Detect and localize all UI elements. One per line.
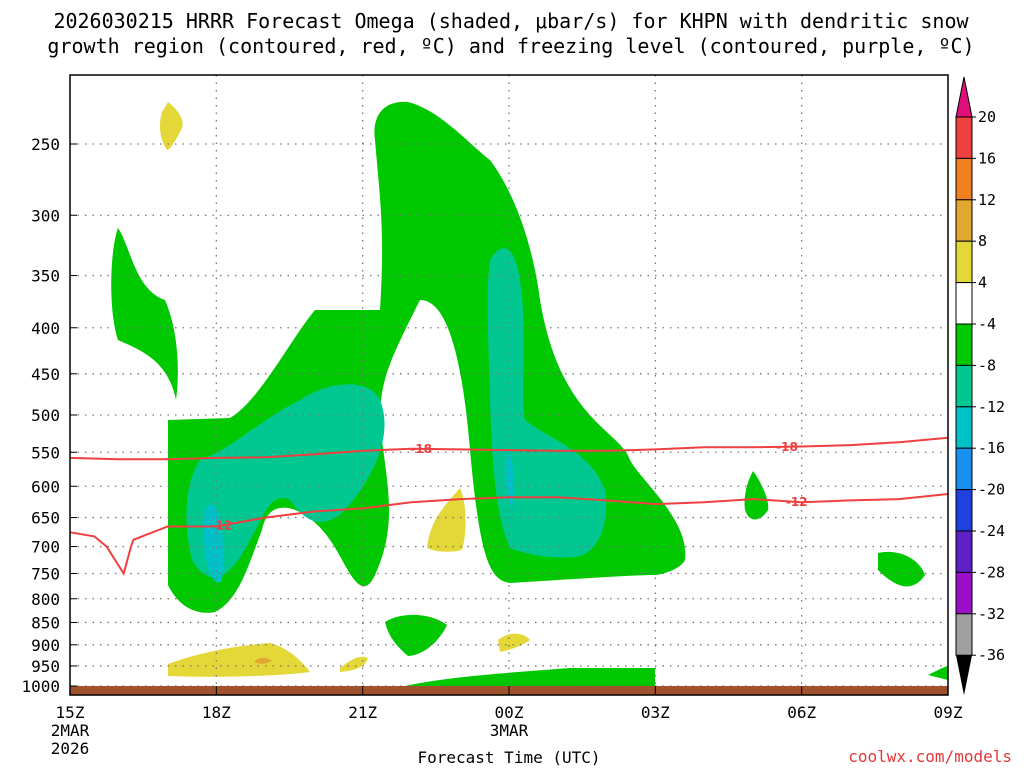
omega-region-teal-right: [487, 248, 607, 558]
colorbar-tick-label--12: -12: [978, 398, 1005, 416]
colorbar-bin-3: [955, 240, 973, 284]
y-tick-label-600: 600: [31, 477, 60, 496]
colorbar-tick-label-16: 16: [978, 149, 996, 167]
contour-label-12-left: -12: [210, 519, 232, 533]
x-tick-label-06Z: 06Z: [787, 703, 816, 722]
x-tick-label-03Z: 03Z: [641, 703, 670, 722]
contour-label-18-left: -18: [410, 442, 432, 456]
colorbar-tick-label--8: -8: [978, 356, 996, 374]
y-tick-label-400: 400: [31, 319, 60, 338]
y-tick-label-750: 750: [31, 565, 60, 584]
omega-region-yellow-sfc: [168, 643, 310, 677]
omega-region-yellow-mid: [427, 488, 466, 552]
colorbar-tick-label-12: 12: [978, 191, 996, 209]
y-tick-label-800: 800: [31, 590, 60, 609]
colorbar-tick-label--4: -4: [978, 315, 996, 333]
omega-region-green-far-right: [878, 551, 925, 587]
omega-region-green-mid: [385, 614, 447, 656]
plot-area: -18 -18 -12 -12: [69, 74, 949, 696]
x-tick-sublabel-2026: 2026: [51, 739, 90, 758]
omega-region-green-left: [111, 228, 178, 400]
omega-region-green-sfc: [405, 668, 655, 686]
y-tick-label-300: 300: [31, 206, 60, 225]
x-tick-label-15Z: 15Z: [56, 703, 85, 722]
omega-region-green-sfc-right: [928, 666, 948, 680]
credit-link[interactable]: coolwx.com/models: [848, 747, 1012, 766]
y-tick-label-550: 550: [31, 443, 60, 462]
y-tick-label-500: 500: [31, 406, 60, 425]
omega-region-green-0530: [744, 471, 769, 520]
colorbar-tick-label--32: -32: [978, 605, 1005, 623]
colorbar-bin-7: [955, 406, 973, 449]
chart-title-line2: growth region (contoured, red, ºC) and f…: [47, 34, 974, 58]
colorbar-tick-label-20: 20: [978, 108, 996, 126]
y-tick-label-1000: 1000: [21, 677, 60, 696]
colorbar-bin-5: [955, 323, 973, 366]
omega-region-orange-sfc: [254, 657, 272, 664]
y-tick-label-250: 250: [31, 135, 60, 154]
colorbar-bin-0: [955, 116, 973, 159]
contours: [69, 436, 949, 576]
contour-line-12: [69, 493, 949, 576]
colorbar-bin-4: [955, 282, 973, 325]
x-tick-sublabel-2MAR: 2MAR: [51, 721, 90, 740]
colorbar-tick-label--24: -24: [978, 522, 1005, 540]
y-axis: 250 300 350 400 450 500 550 600 650 700 750 800 850 9…: [21, 135, 77, 696]
omega-region-yellow-top: [159, 102, 183, 150]
y-tick-label-700: 700: [31, 538, 60, 557]
y-tick-label-450: 450: [31, 365, 60, 384]
x-tick-label-09Z: 09Z: [934, 703, 963, 722]
colorbar: 20 16 12 8 4 -4 -8 -12 -16 -20 -24 -28 -32 -36: [955, 76, 1005, 696]
y-tick-label-900: 900: [31, 636, 60, 655]
contour-label-12-right: -12: [786, 495, 808, 509]
colorbar-tick-label-4: 4: [978, 274, 987, 292]
colorbar-tick-label--36: -36: [978, 646, 1005, 664]
colorbar-tick-label--20: -20: [978, 481, 1005, 499]
contour-line-18: [69, 436, 949, 461]
colorbar-bin-2: [955, 199, 973, 242]
x-tick-sublabel-3MAR: 3MAR: [490, 721, 529, 740]
colorbar-bin-11: [955, 571, 973, 615]
colorbar-bin-10: [955, 530, 973, 573]
omega-region-yellow-sfc2: [340, 656, 368, 672]
x-axis-label: Forecast Time (UTC): [417, 748, 600, 767]
colorbar-bin-9: [955, 489, 973, 532]
omega-shading: [111, 101, 948, 686]
y-tick-label-950: 950: [31, 657, 60, 676]
y-tick-label-350: 350: [31, 267, 60, 286]
colorbar-tick-label--16: -16: [978, 439, 1005, 457]
colorbar-tick-label--28: -28: [978, 563, 1005, 581]
omega-region-yellow-small: [498, 633, 530, 652]
y-tick-label-650: 650: [31, 509, 60, 528]
contour-label-18-right: -18: [776, 440, 798, 454]
colorbar-bottom-arrow: [956, 655, 972, 696]
x-tick-label-21Z: 21Z: [348, 703, 377, 722]
colorbar-bin-8: [955, 447, 973, 491]
colorbar-tick-label-8: 8: [978, 232, 987, 250]
x-tick-label-18Z: 18Z: [202, 703, 231, 722]
colorbar-bin-6: [955, 364, 973, 408]
colorbar-top-arrow: [955, 76, 973, 118]
x-tick-label-00Z: 00Z: [495, 703, 524, 722]
omega-region-cyan-right: [505, 450, 515, 508]
colorbar-bin-12: [955, 613, 973, 656]
y-tick-label-850: 850: [31, 613, 60, 632]
chart-title-line1: 2026030215 HRRR Forecast Omega (shaded, …: [53, 9, 969, 33]
omega-region-teal-left: [186, 384, 385, 578]
colorbar-bin-1: [955, 157, 973, 201]
omega-region-cyan-left: [203, 504, 224, 583]
